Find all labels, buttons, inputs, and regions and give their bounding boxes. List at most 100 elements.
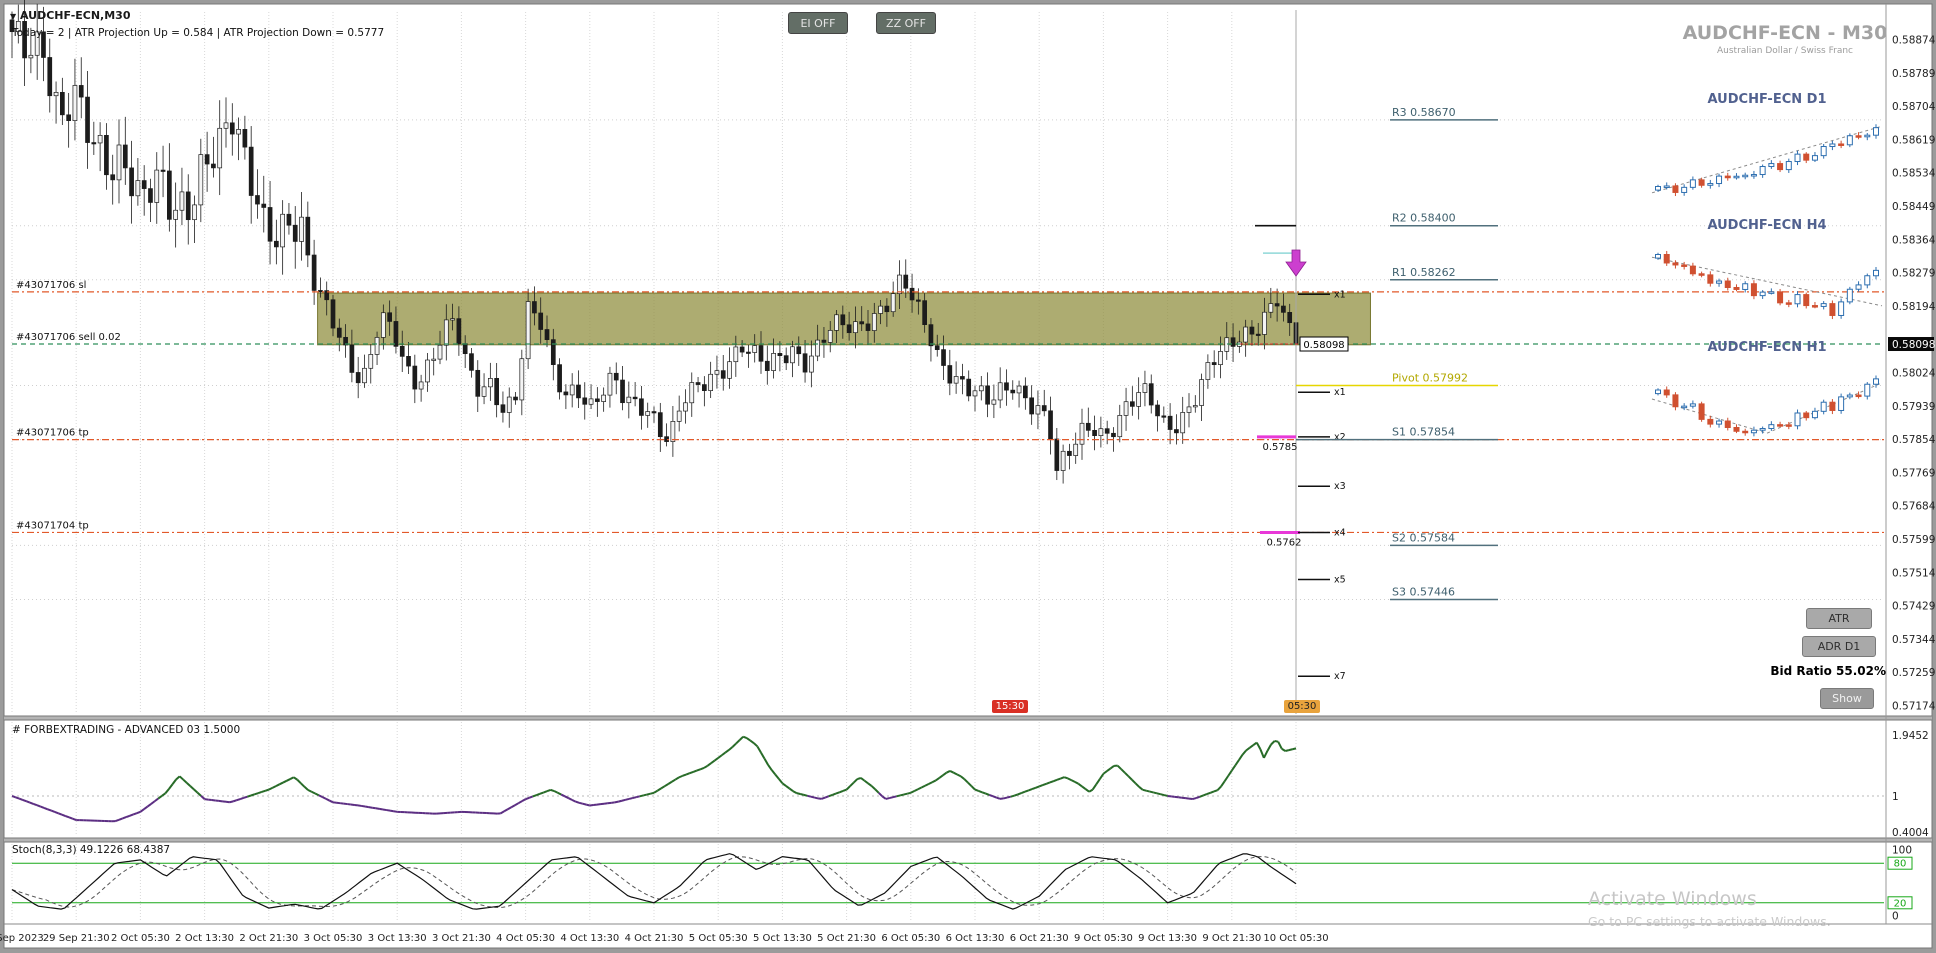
svg-text:29 Sep 2023: 29 Sep 2023 [0, 933, 44, 944]
svg-text:0.57174: 0.57174 [1892, 701, 1936, 713]
svg-text:0.58534: 0.58534 [1892, 168, 1936, 180]
mini-chart-h1[interactable] [1651, 375, 1883, 437]
atr-info-line: Today = 2 | ATR Projection Up = 0.584 | … [12, 27, 385, 39]
bid-ratio-label: Bid Ratio 55.02% [1770, 664, 1886, 678]
svg-text:9 Oct 13:30: 9 Oct 13:30 [1138, 933, 1197, 944]
svg-text:#43071706 sell 0.02: #43071706 sell 0.02 [16, 332, 121, 343]
svg-text:1: 1 [1892, 791, 1899, 803]
mini-chart-title-d1: AUDCHF-ECN D1 [1707, 92, 1827, 107]
svg-text:0.58024: 0.58024 [1892, 368, 1936, 380]
sell-signal-arrow-icon [1285, 249, 1307, 277]
indicator2-line [11, 853, 1297, 910]
svg-text:0.57854: 0.57854 [1892, 434, 1936, 446]
svg-text:#43071706 sl: #43071706 sl [16, 280, 86, 291]
current-price-chart-label [1299, 336, 1349, 352]
svg-text:#43071706 tp: #43071706 tp [16, 428, 89, 439]
svg-text:2 Oct 13:30: 2 Oct 13:30 [175, 933, 234, 944]
svg-text:6 Oct 05:30: 6 Oct 05:30 [881, 933, 940, 944]
svg-text:0: 0 [1892, 911, 1899, 923]
svg-text:10 Oct 05:30: 10 Oct 05:30 [1263, 933, 1328, 944]
svg-text:S1 0.57854: S1 0.57854 [1392, 426, 1455, 439]
svg-text:0.57429: 0.57429 [1892, 601, 1935, 613]
svg-text:0.57259: 0.57259 [1892, 667, 1935, 679]
indicator1-line [11, 735, 1297, 823]
candles-series [9, 0, 1299, 484]
svg-text:1.9452: 1.9452 [1892, 730, 1929, 742]
svg-text:0.58874: 0.58874 [1892, 35, 1936, 47]
indicator1-label: # FORBEXTRADING - ADVANCED 03 1.5000 [12, 724, 241, 736]
svg-text:R1 0.58262: R1 0.58262 [1392, 266, 1456, 279]
svg-text:0.58619: 0.58619 [1892, 134, 1935, 146]
session-time-tag-orange: 05:30 [1284, 700, 1320, 713]
pivot-levels: R3 0.58670 R2 0.58400 R1 0.58262 Pivot 0.57… [1296, 106, 1498, 601]
svg-text:x1: x1 [1334, 289, 1346, 300]
svg-text:6 Oct 13:30: 6 Oct 13:30 [946, 933, 1005, 944]
svg-text:0.57599: 0.57599 [1892, 534, 1935, 546]
svg-text:S3 0.57446: S3 0.57446 [1392, 585, 1455, 598]
svg-text:29 Sep 21:30: 29 Sep 21:30 [43, 933, 110, 944]
svg-text:0.57769: 0.57769 [1892, 467, 1935, 479]
svg-text:5 Oct 13:30: 5 Oct 13:30 [753, 933, 812, 944]
svg-text:100: 100 [1892, 845, 1912, 857]
svg-text:6 Oct 21:30: 6 Oct 21:30 [1010, 933, 1069, 944]
time-gridlines [11, 12, 1884, 922]
svg-text:0.58098: 0.58098 [1892, 339, 1935, 351]
svg-text:#43071704 tp: #43071704 tp [16, 520, 89, 531]
svg-text:x3: x3 [1334, 481, 1346, 492]
svg-text:0.58789: 0.58789 [1892, 68, 1935, 80]
svg-text:4 Oct 21:30: 4 Oct 21:30 [625, 933, 684, 944]
symbol-dropdown-icon[interactable]: ▼ [10, 12, 17, 21]
svg-text:0.58364: 0.58364 [1892, 234, 1936, 246]
adr-d1-button[interactable]: ADR D1 [1802, 636, 1876, 657]
svg-text:0.58704: 0.58704 [1892, 101, 1936, 113]
atr-button[interactable]: ATR [1806, 608, 1872, 629]
svg-text:0.57939: 0.57939 [1892, 401, 1935, 413]
chart-watermark-title: AUDCHF-ECN - M30 [1682, 22, 1888, 44]
svg-text:0.57514: 0.57514 [1892, 567, 1936, 579]
svg-text:3 Oct 21:30: 3 Oct 21:30 [432, 933, 491, 944]
svg-text:Pivot 0.57992: Pivot 0.57992 [1392, 372, 1468, 385]
ei-toggle-button[interactable]: EI OFF [788, 12, 848, 34]
svg-text:0.58449: 0.58449 [1892, 201, 1935, 213]
svg-text:0.57684: 0.57684 [1892, 501, 1936, 513]
svg-text:0.5762: 0.5762 [1267, 537, 1302, 548]
current-price-scale-tag [1888, 337, 1934, 352]
order-lines[interactable]: #43071706 sl #43071706 sell 0.02 #43071706… [12, 280, 1884, 534]
show-button[interactable]: Show [1820, 688, 1874, 709]
svg-text:S2 0.57584: S2 0.57584 [1392, 531, 1455, 544]
session-time-tag-red: 15:30 [992, 700, 1028, 713]
svg-text:3 Oct 05:30: 3 Oct 05:30 [304, 933, 363, 944]
activate-windows-subtext: Go to PC settings to activate Windows. [1588, 914, 1831, 929]
indicator2-label: Stoch(8,3,3) 49.1226 68.4387 [12, 844, 171, 856]
svg-text:0.58098: 0.58098 [1303, 340, 1344, 351]
symbol-label[interactable]: ▼ AUDCHF-ECN,M30 [10, 9, 130, 22]
svg-text:R2 0.58400: R2 0.58400 [1392, 212, 1456, 225]
svg-text:x2: x2 [1334, 432, 1346, 443]
chart-watermark-subtitle: Australian Dollar / Swiss Franc [1717, 46, 1853, 56]
svg-text:4 Oct 13:30: 4 Oct 13:30 [560, 933, 619, 944]
svg-text:9 Oct 21:30: 9 Oct 21:30 [1202, 933, 1261, 944]
svg-text:R3 0.58670: R3 0.58670 [1392, 106, 1456, 119]
svg-text:5 Oct 21:30: 5 Oct 21:30 [817, 933, 876, 944]
svg-text:5 Oct 05:30: 5 Oct 05:30 [689, 933, 748, 944]
mini-chart-title-h4: AUDCHF-ECN H4 [1707, 218, 1827, 233]
svg-text:0.5785: 0.5785 [1263, 442, 1298, 453]
svg-text:0.58279: 0.58279 [1892, 268, 1935, 280]
svg-text:x4: x4 [1334, 527, 1346, 538]
svg-text:x1: x1 [1334, 387, 1346, 398]
price-scale[interactable]: 0.58874 0.58789 0.58704 0.58619 0.58534 0.584… [1888, 35, 1936, 713]
mini-chart-d1[interactable] [1651, 124, 1883, 197]
svg-text:2 Oct 21:30: 2 Oct 21:30 [239, 933, 298, 944]
mini-chart-h4[interactable] [1651, 250, 1883, 320]
svg-text:80: 80 [1894, 859, 1907, 870]
svg-text:0.4004: 0.4004 [1892, 827, 1929, 839]
svg-text:0.57344: 0.57344 [1892, 634, 1936, 646]
svg-text:9 Oct 05:30: 9 Oct 05:30 [1074, 933, 1133, 944]
zz-toggle-button[interactable]: ZZ OFF [876, 12, 936, 34]
svg-text:3 Oct 13:30: 3 Oct 13:30 [368, 933, 427, 944]
mini-chart-title-h1: AUDCHF-ECN H1 [1707, 340, 1827, 355]
activate-windows-text: Activate Windows [1588, 888, 1757, 910]
